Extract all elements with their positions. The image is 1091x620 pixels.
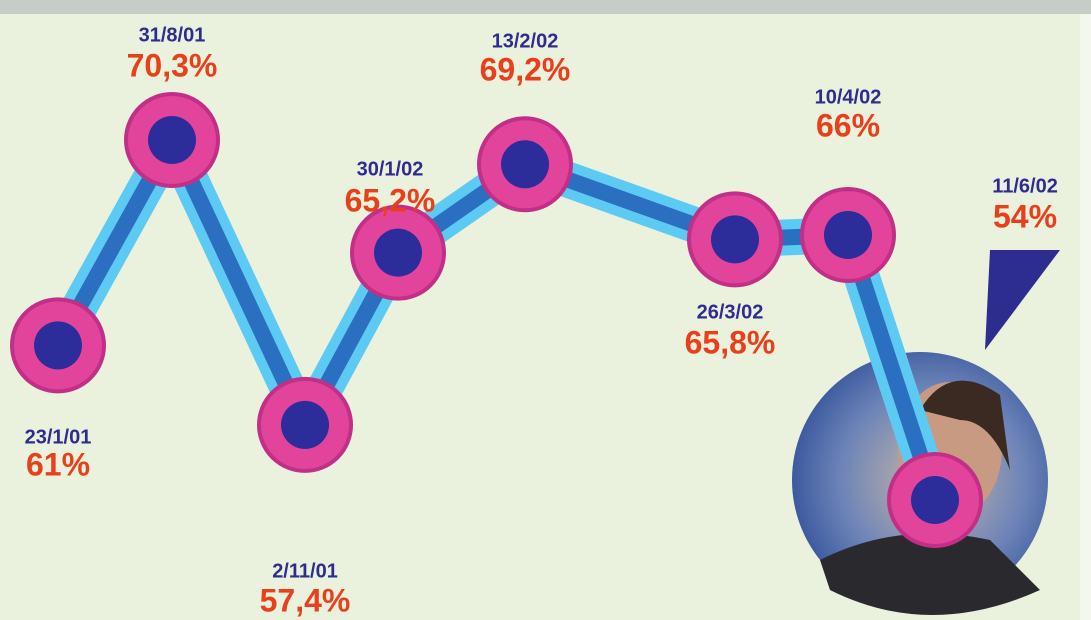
value-label: 65,8%	[685, 324, 776, 360]
point	[824, 211, 872, 259]
date-label: 31/8/01	[139, 24, 206, 46]
value-label: 57,4%	[260, 582, 351, 618]
point	[374, 229, 422, 277]
date-label: 13/2/02	[492, 30, 559, 52]
value-label: 66%	[816, 107, 880, 143]
date-label: 11/6/02	[992, 175, 1058, 197]
side-strip	[1080, 14, 1091, 620]
value-label: 70,3%	[127, 47, 218, 83]
top-strip	[0, 0, 1091, 14]
date-label: 30/1/02	[357, 158, 424, 180]
value-label: 61%	[26, 446, 90, 482]
point	[148, 116, 196, 164]
date-label: 26/3/02	[697, 301, 764, 323]
chart: 23/1/0161% 31/8/0170,3% 2/11/0157,4% 30/1/0…	[0, 0, 1091, 620]
value-label: 69,2%	[480, 51, 571, 87]
value-label: 65,2%	[345, 182, 436, 218]
date-label: 2/11/01	[272, 560, 338, 582]
point	[501, 140, 549, 188]
point	[911, 476, 959, 524]
date-label: 10/4/02	[815, 86, 882, 108]
point	[281, 401, 329, 449]
point	[711, 215, 759, 263]
point	[34, 321, 82, 369]
date-label: 23/1/01	[25, 426, 92, 448]
value-label: 54%	[993, 198, 1057, 234]
